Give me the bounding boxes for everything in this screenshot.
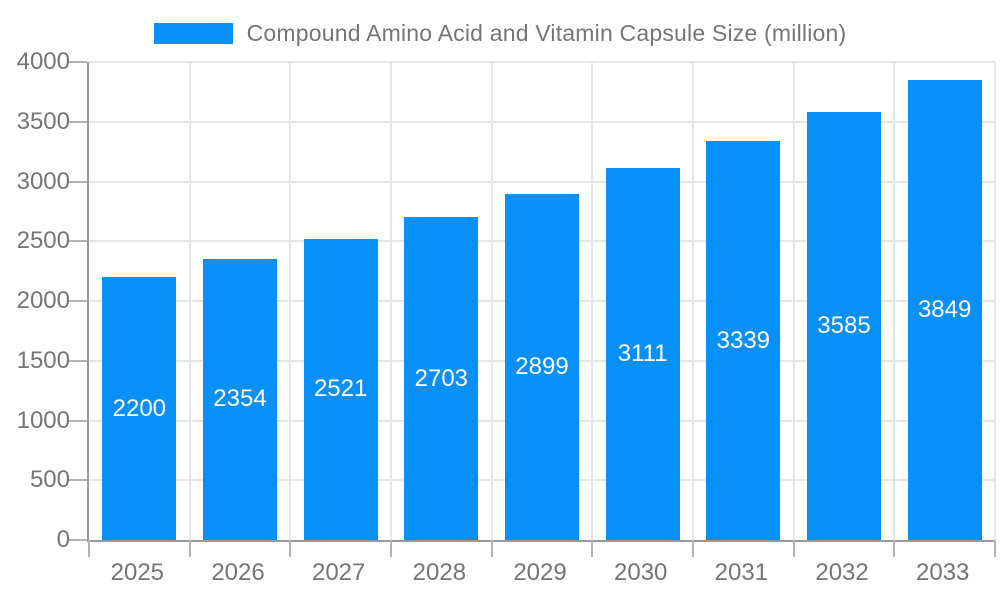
bar[interactable]: 2703 bbox=[404, 217, 479, 540]
y-axis-tick-label: 4000 bbox=[16, 48, 70, 75]
x-axis-category-label: 2033 bbox=[916, 559, 970, 586]
bar-value-label: 3849 bbox=[917, 296, 972, 324]
bar[interactable]: 2521 bbox=[303, 238, 378, 540]
bar[interactable]: 2899 bbox=[505, 193, 579, 540]
gridline-vertical bbox=[591, 62, 594, 540]
y-axis-tick bbox=[69, 120, 87, 123]
x-axis-tick bbox=[893, 540, 896, 557]
chart-title: Compound Amino Acid and Vitamin Capsule … bbox=[246, 19, 847, 46]
y-axis-tick bbox=[69, 479, 87, 482]
gridline-vertical bbox=[188, 62, 191, 540]
bar[interactable]: 3339 bbox=[706, 141, 781, 540]
gridline-vertical bbox=[390, 62, 392, 540]
y-axis-tick-label: 1000 bbox=[16, 406, 70, 434]
x-axis-category-label: 2027 bbox=[311, 559, 366, 586]
bar-value-label: 2899 bbox=[515, 352, 569, 380]
bar-value-label: 3585 bbox=[817, 311, 871, 339]
y-axis-tick bbox=[69, 359, 87, 362]
x-axis-tick bbox=[390, 540, 392, 557]
x-axis-category-label: 2028 bbox=[412, 559, 467, 586]
bar[interactable]: 3849 bbox=[907, 80, 982, 540]
chart-legend[interactable]: Compound Amino Acid and Vitamin Capsule … bbox=[0, 14, 1000, 52]
x-axis-tick bbox=[188, 540, 191, 557]
gridline-vertical bbox=[893, 62, 896, 540]
y-axis-tick-label: 3500 bbox=[16, 107, 70, 135]
y-axis-tick bbox=[69, 180, 87, 183]
y-axis-labels: 0 500 1000 1500 2000 2500 3000 3500 4000 bbox=[0, 48, 70, 553]
gridline-vertical bbox=[994, 62, 996, 540]
y-axis-tick-label: 0 bbox=[56, 526, 70, 553]
bar[interactable]: 2200 bbox=[102, 277, 177, 540]
gridline-vertical bbox=[289, 62, 292, 540]
y-axis-tick bbox=[69, 61, 87, 63]
plot-area: 2200 2354 2521 2703 2899 3111 3339 3585 3849 bbox=[69, 61, 996, 557]
y-axis-tick bbox=[69, 539, 87, 541]
bar[interactable]: 3585 bbox=[807, 111, 881, 540]
gridline-horizontal bbox=[89, 120, 995, 123]
y-axis-tick-label: 2000 bbox=[16, 287, 70, 314]
y-axis-tick bbox=[69, 419, 87, 422]
bar-value-label: 2521 bbox=[313, 375, 368, 403]
y-axis-tick-label: 500 bbox=[29, 466, 70, 494]
gridline-vertical bbox=[792, 62, 795, 540]
x-axis-tick bbox=[692, 540, 694, 557]
x-axis-tick bbox=[591, 540, 594, 557]
x-axis-category-label: 2030 bbox=[614, 559, 668, 586]
gridline-vertical bbox=[692, 62, 694, 540]
x-axis-labels: 2025 2026 2027 2028 2029 2030 2031 2032 2033 bbox=[87, 559, 993, 589]
bar-value-label: 3339 bbox=[716, 326, 771, 354]
x-axis-tick bbox=[994, 540, 996, 557]
bar[interactable]: 2354 bbox=[203, 258, 277, 540]
bar-value-label: 2354 bbox=[213, 385, 267, 413]
legend-swatch bbox=[153, 22, 233, 44]
x-axis-category-label: 2026 bbox=[211, 559, 265, 586]
bar-value-label: 3111 bbox=[617, 340, 668, 368]
gridline-horizontal bbox=[89, 180, 995, 183]
bar[interactable]: 3111 bbox=[605, 168, 680, 540]
x-axis-category-label: 2029 bbox=[513, 559, 567, 586]
gridline-horizontal bbox=[89, 61, 995, 63]
x-axis-category-label: 2032 bbox=[815, 559, 869, 586]
bar-value-label: 2200 bbox=[112, 394, 167, 422]
gridline-vertical bbox=[490, 62, 493, 540]
y-axis-tick-label: 2500 bbox=[16, 227, 70, 255]
x-axis-tick bbox=[289, 540, 292, 557]
y-axis-tick-label: 3000 bbox=[16, 167, 70, 195]
x-axis-tick bbox=[792, 540, 795, 557]
y-axis-tick-label: 1500 bbox=[16, 346, 70, 374]
x-axis-tick bbox=[490, 540, 493, 557]
y-axis-tick bbox=[69, 300, 87, 302]
x-axis-category-label: 2031 bbox=[714, 559, 769, 586]
x-axis-tick bbox=[88, 540, 90, 557]
x-axis-category-label: 2025 bbox=[110, 559, 165, 586]
y-axis-tick bbox=[69, 240, 87, 243]
bar-value-label: 2703 bbox=[414, 364, 469, 392]
